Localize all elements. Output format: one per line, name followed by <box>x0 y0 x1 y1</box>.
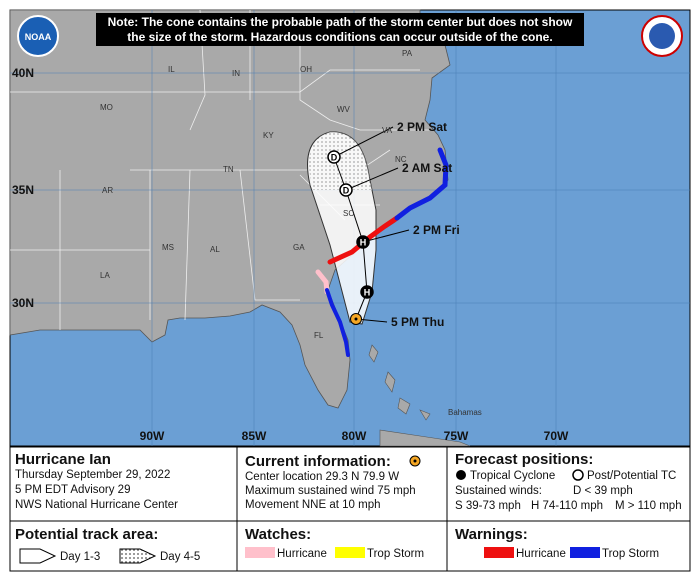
forecast-label: 5 PM Thu <box>391 315 444 329</box>
watches-title: Watches: <box>245 526 311 543</box>
forecast-label: 2 PM Sat <box>397 120 447 134</box>
warning-key: Trop Storm <box>602 548 659 560</box>
note-box <box>96 13 584 46</box>
lon-label: 85W <box>242 429 267 443</box>
watch-swatch <box>245 547 275 558</box>
warning-swatch <box>570 547 600 558</box>
current-title: Current information: <box>245 453 391 470</box>
lon-label: 90W <box>140 429 165 443</box>
warning-swatch <box>484 547 514 558</box>
state-label: NC <box>395 155 407 164</box>
forecast-key: Sustained winds: <box>455 485 542 497</box>
storm-info: 5 PM EDT Advisory 29 <box>15 484 130 496</box>
state-label: VA <box>382 126 393 135</box>
forecast-point <box>360 285 374 299</box>
current-position-dot <box>354 317 358 321</box>
state-label: MS <box>162 243 174 252</box>
warnings-title: Warnings: <box>455 526 528 543</box>
lon-label: 75W <box>444 429 469 443</box>
current-icon <box>413 459 417 463</box>
state-label: WV <box>337 105 351 114</box>
noaa-logo <box>17 15 59 57</box>
track-title: Potential track area: <box>15 526 158 543</box>
current-info: Center location 29.3 N 79.9 W <box>245 471 399 483</box>
warning-key: Hurricane <box>516 548 566 560</box>
land <box>9 9 451 409</box>
watch-key: Hurricane <box>277 548 327 560</box>
day13-icon <box>19 548 57 564</box>
cone <box>307 131 377 325</box>
storm-name: Hurricane Ian <box>15 451 111 468</box>
state-label: OH <box>300 65 312 74</box>
forecast-label: 2 PM Fri <box>413 223 460 237</box>
label-leader <box>333 126 394 158</box>
post-icon <box>572 469 584 481</box>
noaa-logo-text: NOAA <box>25 32 52 42</box>
note: the size of the storm. Hazardous conditi… <box>127 30 552 44</box>
day45-icon <box>119 548 157 564</box>
storm-info: NWS National Hurricane Center <box>15 499 178 511</box>
forecast-key: S 39-73 mph <box>455 500 521 512</box>
state-label: IL <box>168 65 175 74</box>
islands <box>368 344 471 447</box>
coastal-alerts <box>315 147 449 357</box>
state-label: AL <box>210 245 220 254</box>
current-info: Movement NNE at 10 mph <box>245 499 381 511</box>
current-info: Maximum sustained wind 75 mph <box>245 485 416 497</box>
forecast-key: Tropical Cyclone <box>470 470 555 482</box>
state-label: TN <box>223 165 234 174</box>
forecast-key: Post/Potential TC <box>587 470 676 482</box>
forecast-point <box>356 235 370 249</box>
state-label: GA <box>293 243 305 252</box>
note: Note: The cone contains the probable pat… <box>108 15 573 29</box>
tc-icon <box>456 470 466 480</box>
state-label: IN <box>232 69 240 78</box>
state-label: LA <box>100 271 110 280</box>
lon-label: 80W <box>342 429 367 443</box>
lat-label: 40N <box>12 66 34 80</box>
track-key: Day 1-3 <box>60 551 100 563</box>
storm-info: Thursday September 29, 2022 <box>15 469 170 481</box>
label-leader <box>345 167 399 191</box>
lon-label: 70W <box>544 429 569 443</box>
state-label: SC <box>343 209 354 218</box>
forecast-symbol: D <box>343 186 350 196</box>
nws-logo-inner <box>649 23 675 49</box>
forecast-symbol: H <box>364 288 371 298</box>
watch-key: Trop Storm <box>367 548 424 560</box>
track-key: Day 4-5 <box>160 551 200 563</box>
forecast-point <box>327 150 341 164</box>
state-label: KY <box>263 131 274 140</box>
forecast-symbol: D <box>331 153 338 163</box>
state-label: PA <box>402 49 413 58</box>
forecast-point <box>339 183 353 197</box>
forecast-symbol: H <box>360 238 367 248</box>
forecast-key: H 74-110 mph <box>531 500 603 512</box>
forecast-key: M > 110 mph <box>615 500 682 512</box>
forecast-label: 2 AM Sat <box>402 161 452 175</box>
label-leader <box>362 229 410 243</box>
state-label: AR <box>102 186 113 195</box>
lat-label: 30N <box>12 296 34 310</box>
forecast-title: Forecast positions: <box>455 451 593 468</box>
lat-label: 35N <box>12 183 34 197</box>
forecast-key: D < 39 mph <box>573 485 633 497</box>
state-label: MO <box>100 103 113 112</box>
watch-swatch <box>335 547 365 558</box>
place-label: Bahamas <box>448 408 482 417</box>
state-label: FL <box>314 331 324 340</box>
state-borders <box>10 9 430 330</box>
